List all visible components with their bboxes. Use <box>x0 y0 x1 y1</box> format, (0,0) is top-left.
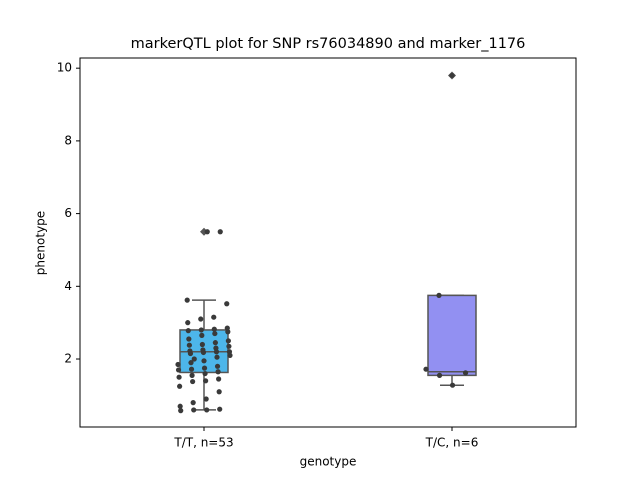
strip-point <box>204 407 210 413</box>
strip-point <box>212 340 218 346</box>
strip-point <box>188 366 195 372</box>
y-tick-label: 10 <box>57 61 72 75</box>
strip-point <box>185 320 191 326</box>
strip-point <box>184 297 190 303</box>
strip-point <box>227 352 233 358</box>
strip-point <box>201 358 207 364</box>
strip-point <box>225 338 231 344</box>
x-tick-label: T/T, n=53 <box>173 436 233 450</box>
y-tick-label: 8 <box>64 133 72 147</box>
strip-point <box>216 376 222 382</box>
strip-point <box>190 378 196 385</box>
strip-point <box>203 378 209 384</box>
strip-point <box>176 374 182 380</box>
strip-point <box>214 363 221 369</box>
strip-point <box>177 383 183 389</box>
strip-point <box>177 403 183 409</box>
strip-point <box>178 408 184 414</box>
strip-point <box>186 342 192 348</box>
strip-point <box>436 372 443 378</box>
x-tick-label: T/C, n=6 <box>425 436 479 450</box>
y-tick-label: 4 <box>64 279 72 293</box>
strip-point <box>175 361 181 368</box>
box <box>427 294 477 377</box>
strip-point <box>185 328 191 334</box>
plot-frame <box>79 57 577 428</box>
strip-point <box>200 349 207 356</box>
strip-point <box>188 360 194 366</box>
strip-point <box>186 336 192 342</box>
strip-point <box>189 372 195 378</box>
strip-point <box>215 369 221 375</box>
strip-point <box>204 229 210 235</box>
strip-point <box>175 367 182 373</box>
strip-point <box>201 365 208 371</box>
strip-point <box>190 400 196 406</box>
y-axis-label: phenotype <box>34 211 48 275</box>
strip-point <box>191 356 197 362</box>
strip-point <box>199 341 205 348</box>
strip-point <box>187 350 194 357</box>
strip-point <box>225 329 231 335</box>
strip-point <box>423 366 429 372</box>
strip-point <box>212 330 218 337</box>
strip-point <box>216 389 222 395</box>
strip-point <box>211 314 217 320</box>
strip-point <box>226 343 232 349</box>
strip-point <box>436 292 442 298</box>
strip-point <box>224 301 230 307</box>
chart-title: markerQTL plot for SNP rs76034890 and ma… <box>131 36 526 52</box>
strip-point <box>198 316 204 322</box>
y-tick-label: 6 <box>64 206 72 220</box>
strip-point <box>211 326 217 332</box>
strip-point <box>202 370 208 377</box>
x-axis-label: genotype <box>300 455 357 469</box>
strip-point <box>203 396 209 402</box>
strip-point <box>199 332 205 338</box>
strip-point <box>213 349 220 355</box>
strip-point <box>449 72 455 79</box>
strip-point <box>217 229 223 235</box>
y-tick-label: 2 <box>64 352 72 366</box>
strip-point <box>217 406 223 412</box>
strip-point <box>449 382 456 388</box>
strip-point <box>462 370 469 376</box>
strip-point <box>198 327 204 333</box>
strip-point <box>191 407 197 413</box>
strip-point <box>214 354 220 360</box>
